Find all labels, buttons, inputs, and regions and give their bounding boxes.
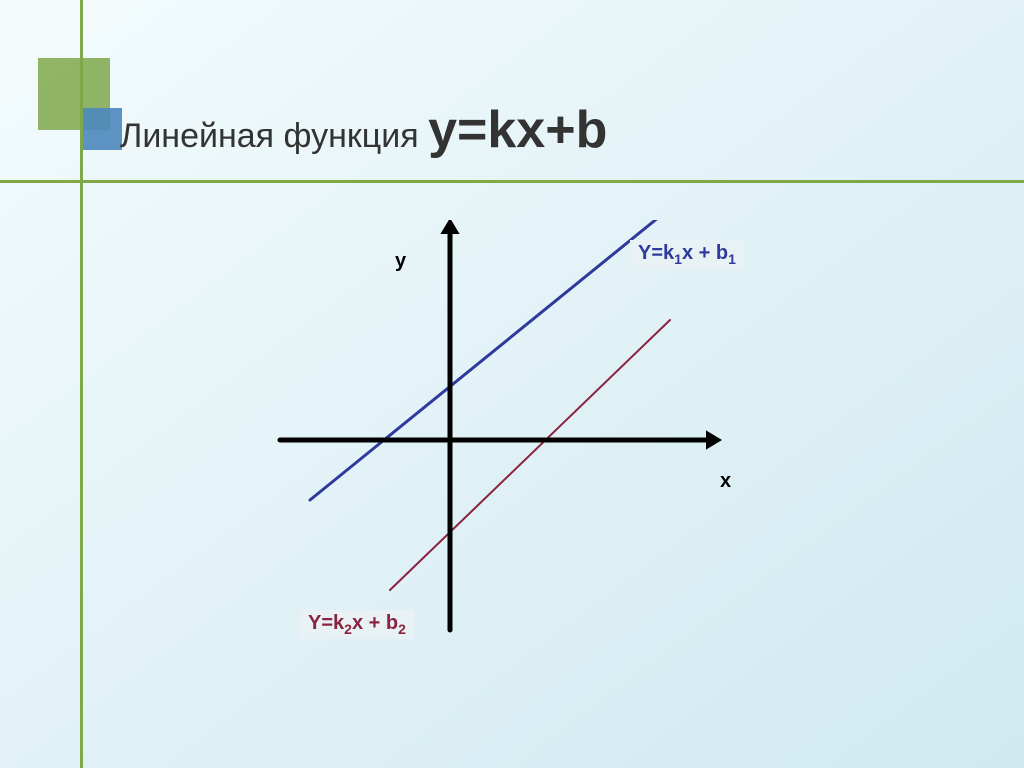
line-2 [390, 320, 670, 590]
line-2-label: Y=k2x + b2 [300, 610, 414, 639]
chart-svg [250, 220, 770, 650]
title-part-2: y=kx+b [428, 101, 607, 159]
slide: Линейная функция y=kx+b x y Y=k1x + b1 Y… [0, 0, 1024, 768]
slide-title: Линейная функция y=kx+b [120, 100, 607, 160]
title-part-1: Линейная функция [120, 117, 428, 155]
line-1-label: Y=k1x + b1 [630, 240, 744, 269]
linear-function-chart: x y Y=k1x + b1 Y=k2x + b2 [250, 220, 770, 650]
axis-label-y: y [395, 250, 406, 273]
decor-vertical-line [80, 0, 83, 768]
axis-label-x: x [720, 470, 731, 493]
decor-horizontal-line [0, 180, 1024, 183]
decor-square-small [80, 108, 122, 150]
line-1 [310, 220, 680, 500]
